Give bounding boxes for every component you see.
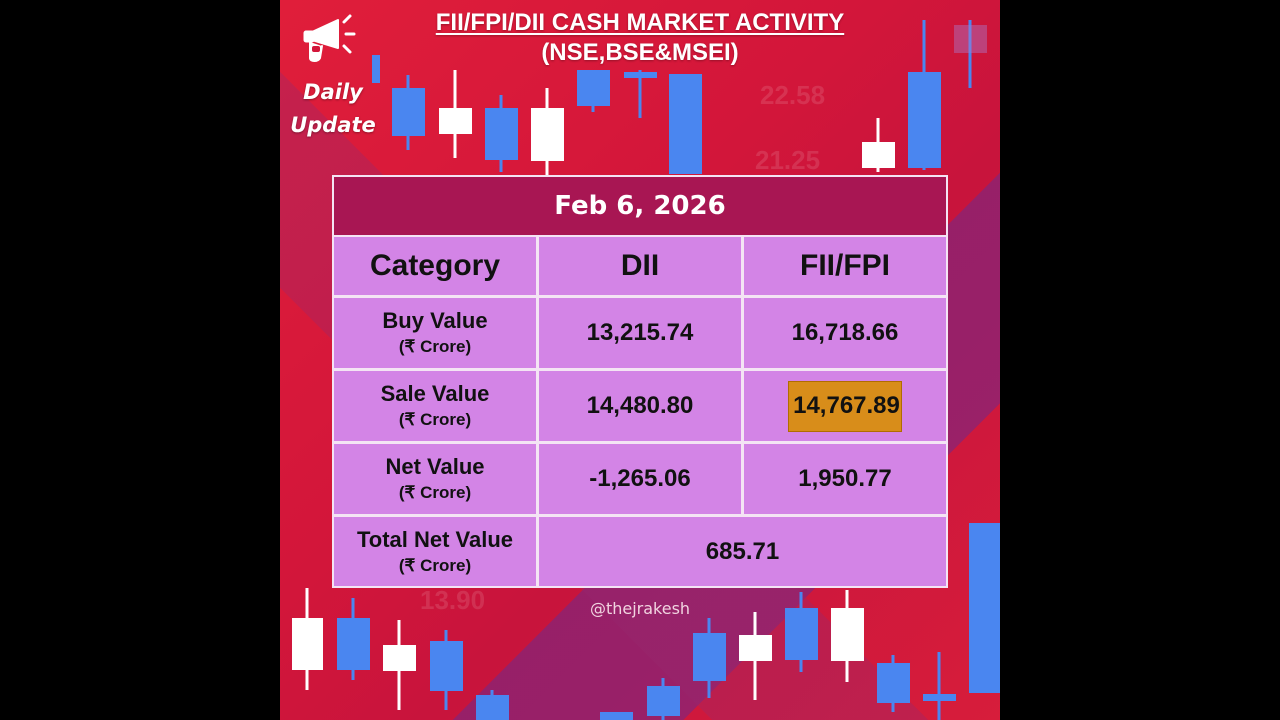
dii-net-value: -1,265.06 [539,444,741,514]
table-date: Feb 6, 2026 [334,177,946,235]
activity-table: Feb 6, 2026 Category DII FII/FPI Buy Val… [332,175,948,588]
fii-sale-cell: 14,767.89 [744,371,946,441]
row-label-text: Sale Value [380,381,490,406]
daily-update-badge-line1: Daily [303,80,363,104]
fii-sale-value: 14,767.89 [788,380,902,432]
background-number: 13.90 [420,585,486,615]
fii-net-value: 1,950.77 [744,444,946,514]
row-label-text: Total Net Value [356,526,514,552]
row-label-text: Buy Value [382,308,488,333]
row-label-unit: (₹ Crore) [398,555,472,575]
row-label-unit: (₹ Crore) [398,410,472,429]
megaphone-hand-icon [303,14,356,62]
dii-sale-value: 14,480.80 [539,371,741,441]
row-label-unit: (₹ Crore) [398,483,472,502]
author-handle: @thejrakesh [589,599,691,618]
page-subtitle: (NSE,BSE&MSEI) [541,39,739,66]
row-label-unit: (₹ Crore) [398,337,472,356]
total-net-value: 685.71 [539,517,946,586]
row-label-sale: Sale Value (₹ Crore) [334,371,536,441]
column-header-fii: FII/FPI [744,237,946,295]
fii-buy-value: 16,718.66 [744,298,946,368]
background-number: 21.25 [755,145,821,175]
poster: 22.58 21.25 13.90 [280,0,1000,720]
column-header-dii: DII [539,237,741,295]
row-label-total: Total Net Value (₹ Crore) [334,517,536,586]
daily-update-badge-line2: Update [290,113,376,137]
dii-buy-value: 13,215.74 [539,298,741,368]
candlestick-background [292,20,1000,720]
background-number: 22.58 [760,80,826,110]
page-title: FII/FPI/DII CASH MARKET ACTIVITY [435,9,845,36]
row-label-net: Net Value (₹ Crore) [334,444,536,514]
column-header-category: Category [334,237,536,295]
row-label-buy: Buy Value (₹ Crore) [334,298,536,368]
row-label-text: Net Value [385,454,485,479]
